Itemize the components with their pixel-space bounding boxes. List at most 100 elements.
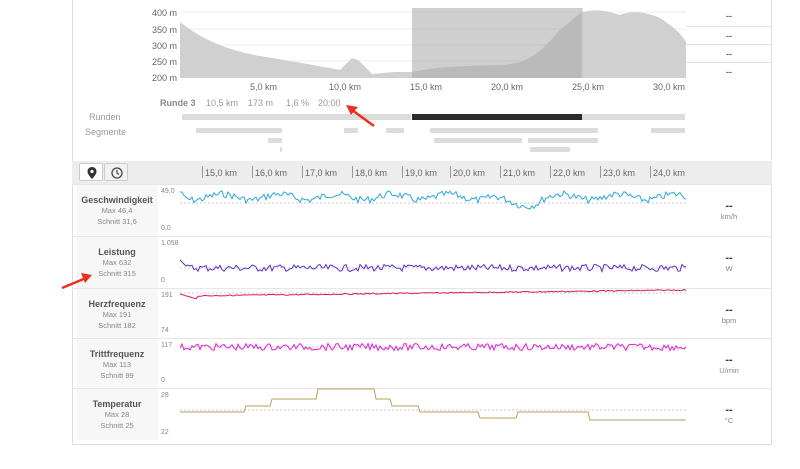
lap-summary-time: 20:00 [318, 98, 341, 108]
metric-avg: Schnitt 31,6 [97, 217, 137, 226]
metric-series-line [180, 388, 686, 421]
laps-row-label: Runden [89, 112, 121, 122]
metric-max: Max 632 [102, 258, 132, 267]
metric-name: Herzfrequenz [88, 299, 146, 309]
elevation-side-value: -- [686, 26, 772, 44]
metric-scale-bottom: 22 [161, 429, 169, 436]
x-tick: 5,0 km [250, 82, 278, 92]
zoom-tick-mark [550, 166, 551, 178]
zoom-x-tick: 19,0 km [405, 168, 438, 178]
annotation-arrow [346, 105, 375, 128]
segment-bar[interactable] [651, 128, 685, 133]
x-tick: 10,0 km [329, 82, 362, 92]
lap-bar-selected[interactable] [412, 114, 582, 120]
segments-row-label: Segmente [85, 127, 127, 137]
metric-name: Trittfrequenz [89, 349, 145, 359]
zoom-x-tick: 18,0 km [355, 168, 388, 178]
segment-bar[interactable] [268, 138, 282, 143]
metric-series-line [180, 342, 686, 352]
metric-unit: bpm [721, 316, 737, 325]
metric-line-chart [180, 289, 686, 300]
segment-bar[interactable] [528, 138, 598, 143]
metric-scale-top: 28 [161, 392, 169, 399]
metric-max: Max 46,4 [101, 206, 133, 215]
metric-current-value: -- °C [686, 404, 772, 425]
segment-bar[interactable] [196, 128, 282, 133]
metric-unit: W [725, 264, 733, 273]
metric-name: Geschwindigkeit [81, 195, 153, 205]
zoom-tick-mark [600, 166, 601, 178]
zoom-x-tick: 15,0 km [205, 168, 238, 178]
zoom-tick-mark [500, 166, 501, 178]
lap-bar[interactable] [182, 114, 411, 120]
x-tick: 20,0 km [491, 82, 524, 92]
metric-label: Temperatur Max 28 Schnitt 25 [76, 389, 158, 440]
activity-analysis-panel [72, 0, 772, 445]
metric-value: -- [725, 304, 733, 316]
y-tick: 400 m [151, 8, 177, 18]
zoom-x-tick: 16,0 km [255, 168, 288, 178]
annotation-arrow [61, 273, 92, 290]
segment-bar[interactable] [280, 147, 282, 152]
segment-bar[interactable] [344, 128, 358, 133]
metric-scale-top: 1.058 [161, 240, 179, 247]
x-tick: 15,0 km [410, 82, 443, 92]
metric-max: Max 28 [104, 410, 130, 419]
metric-avg: Schnitt 25 [100, 421, 134, 430]
metric-name: Temperatur [92, 399, 142, 409]
metric-unit: °C [724, 416, 734, 425]
y-tick: 300 m [151, 41, 177, 51]
metric-label: Trittfrequenz Max 113 Schnitt 99 [76, 339, 158, 388]
metric-series-line [180, 190, 686, 210]
zoom-x-tick: 23,0 km [603, 168, 636, 178]
clock-icon [111, 167, 123, 179]
metric-name: Leistung [98, 247, 136, 257]
metric-row[interactable] [72, 288, 772, 338]
lap-summary-grade: 1,6 % [286, 98, 310, 108]
metric-unit: U/min [719, 366, 739, 375]
metric-series-line [180, 259, 686, 274]
zoom-axis-bar [72, 161, 772, 184]
lap-bar[interactable] [582, 114, 685, 120]
metric-label: Herzfrequenz Max 191 Schnitt 182 [76, 289, 158, 338]
zoom-tick-mark [302, 166, 303, 178]
lap-summary-elevation: 173 m [248, 98, 274, 108]
metric-current-value: -- bpm [686, 304, 772, 325]
metric-row[interactable] [72, 184, 772, 236]
elevation-side-value: -- [686, 44, 772, 62]
clock-button[interactable] [104, 163, 128, 181]
metric-current-value: -- W [686, 252, 772, 273]
metric-label: Geschwindigkeit Max 46,4 Schnitt 31,6 [76, 185, 158, 236]
metric-row[interactable] [72, 388, 772, 440]
x-tick: 25,0 km [572, 82, 605, 92]
elevation-side-value: -- [686, 62, 772, 80]
zoom-tick-mark [202, 166, 203, 178]
metric-value: -- [725, 404, 733, 416]
metric-max: Max 191 [102, 310, 132, 319]
metric-current-value: -- km/h [686, 200, 772, 221]
segment-bar[interactable] [386, 128, 404, 133]
metric-row[interactable] [72, 236, 772, 288]
zoom-tick-mark [650, 166, 651, 178]
x-tick: 30,0 km [653, 82, 686, 92]
y-tick: 200 m [151, 73, 177, 83]
metric-avg: Schnitt 182 [98, 321, 136, 330]
pin-icon [87, 167, 97, 179]
metric-scale-bottom: 74 [161, 327, 169, 334]
metric-current-value: -- U/min [686, 354, 772, 375]
segment-bar[interactable] [530, 147, 570, 152]
metric-series-line [180, 289, 686, 300]
metric-avg: Schnitt 99 [100, 371, 134, 380]
pin-button[interactable] [79, 163, 103, 181]
metric-avg: Schnitt 315 [98, 269, 136, 278]
metric-scale-top: 117 [161, 342, 173, 349]
metric-scale-top: 191 [161, 292, 173, 299]
metric-row[interactable] [72, 338, 772, 388]
metric-line-chart [180, 190, 686, 210]
segment-bar[interactable] [430, 128, 598, 133]
zoom-x-tick: 17,0 km [305, 168, 338, 178]
y-tick: 350 m [151, 25, 177, 35]
y-tick: 250 m [151, 57, 177, 67]
metric-line-chart [180, 259, 686, 274]
segment-bar[interactable] [434, 138, 522, 143]
